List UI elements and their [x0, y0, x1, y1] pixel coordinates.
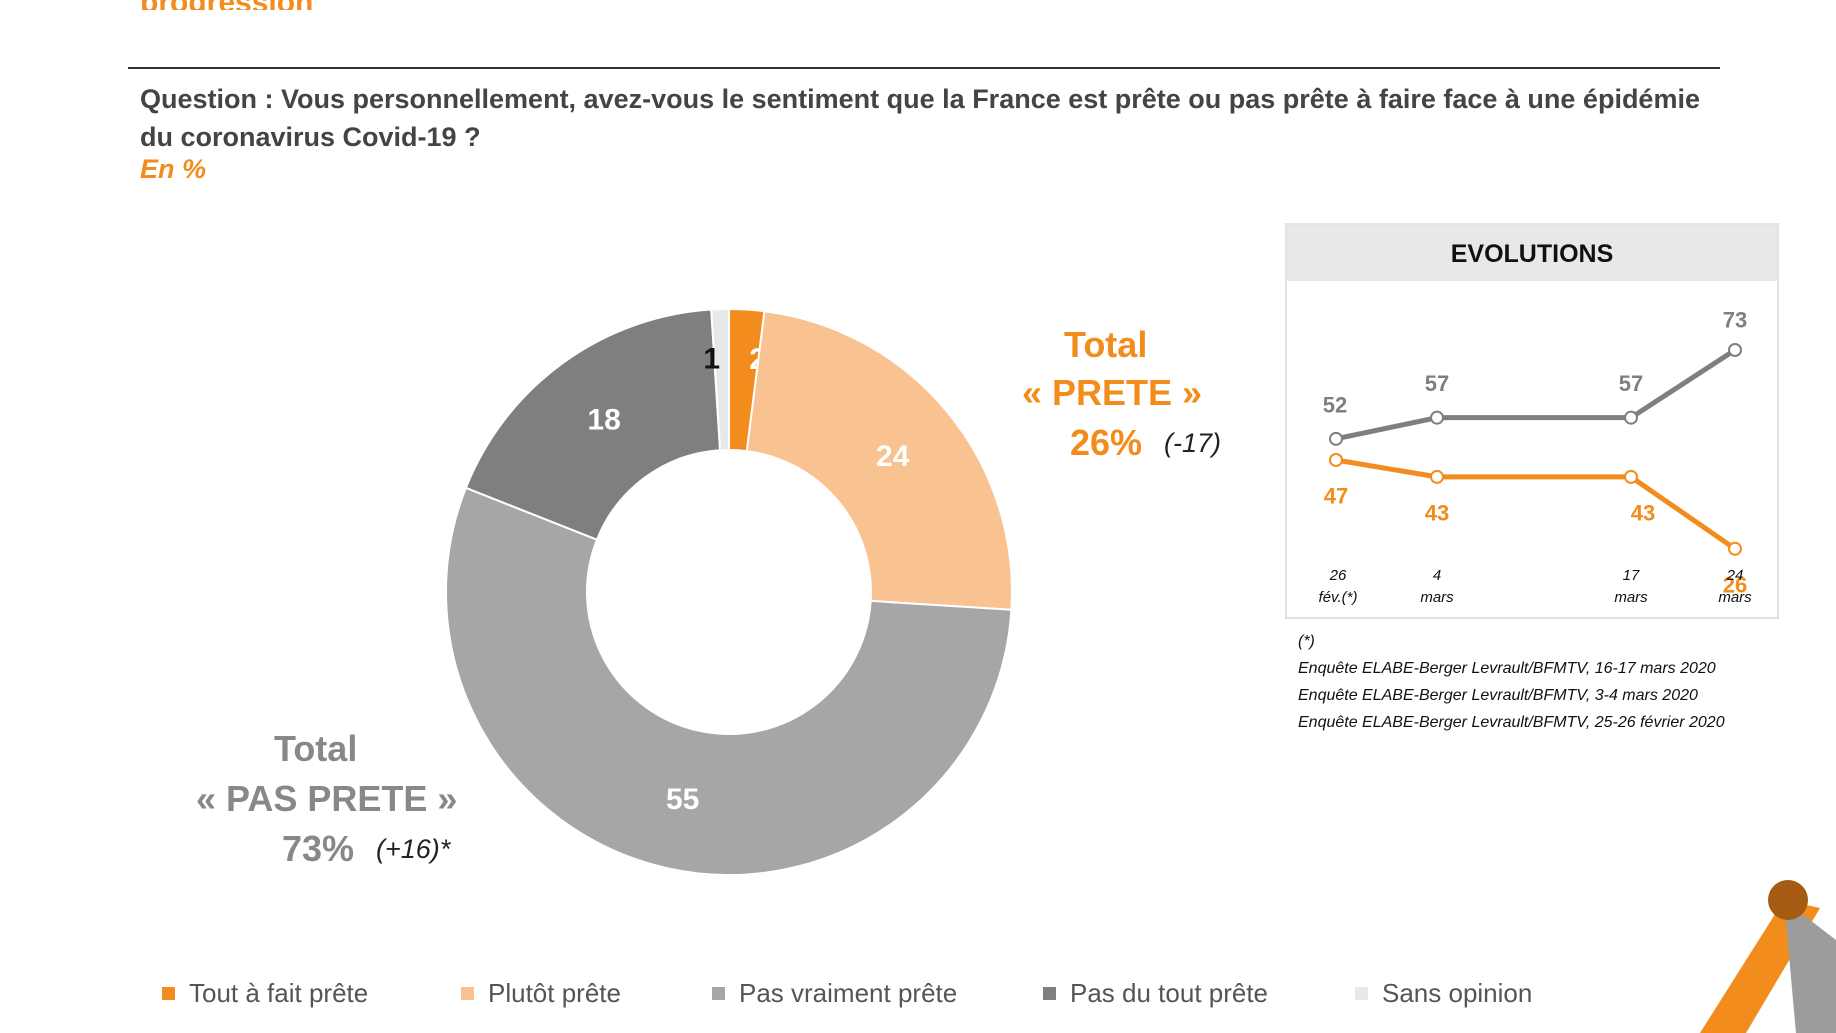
note-asterisk: (*) — [1298, 633, 1315, 650]
legend-swatch — [461, 987, 474, 1000]
evolution-value-label: 43 — [1631, 500, 1655, 525]
legend-item: Plutôt prête — [461, 978, 621, 1009]
note-source-2: Enquête ELABE-Berger Levrault/BFMTV, 3-4… — [1298, 687, 1698, 704]
donut-slice — [745, 310, 1013, 611]
evolution-date-label: 4 — [1433, 567, 1441, 584]
evolution-value-label: 73 — [1723, 308, 1747, 333]
evolution-value-label: 57 — [1425, 371, 1449, 396]
question-text: Question : Vous personnellement, avez-vo… — [140, 84, 1700, 152]
donut-slice — [445, 486, 1013, 876]
legend-swatch — [712, 987, 725, 1000]
evolution-point — [1430, 410, 1444, 425]
evolution-value-label: 47 — [1324, 483, 1348, 508]
evolution-value-label: 52 — [1323, 392, 1347, 417]
evolution-date-label: 17 — [1623, 567, 1640, 584]
total-pas-prete-label: Total — [274, 728, 358, 769]
evolution-series-line — [1335, 347, 1737, 442]
legend-swatch — [1355, 987, 1368, 1000]
legend-label: Pas du tout prête — [1070, 978, 1269, 1008]
evolution-point — [1329, 431, 1343, 446]
evolution-point — [1624, 469, 1638, 484]
evolutions-panel: EVOLUTIONS — [1285, 223, 1779, 619]
legend-label: Pas vraiment prête — [739, 978, 958, 1008]
legend-swatch — [162, 987, 175, 1000]
logo-gray-stroke — [1784, 900, 1836, 1033]
evolution-date-label: mars — [1718, 589, 1752, 606]
legend-item: Tout à fait prête — [162, 978, 368, 1009]
brand-logo — [1700, 880, 1836, 1033]
unit-label: En % — [140, 154, 207, 184]
evolution-series-line — [1335, 457, 1737, 551]
evolutions-line-chart: 52 57 57 73 47 43 43 26 26 fév.(*) 4 mars 17 mars 24 ma… — [1319, 308, 1753, 607]
donut-slice-label: 18 — [587, 404, 620, 437]
donut-slice-label: 24 — [876, 440, 910, 473]
evolution-date-label: 24 — [1726, 567, 1744, 584]
logo-dot — [1768, 880, 1808, 920]
total-pas-prete-title: « PAS PRETE » — [196, 778, 458, 819]
header-rule — [128, 67, 1720, 69]
total-pas-prete-value: 73% — [282, 828, 355, 869]
evolution-date-label: fév.(*) — [1319, 589, 1358, 606]
total-pas-prete-change: (+16)* — [376, 834, 451, 864]
evolution-value-label: 57 — [1619, 371, 1643, 396]
evolution-point — [1728, 343, 1742, 357]
total-prete-label: Total — [1064, 324, 1148, 365]
evolution-point — [1624, 410, 1638, 425]
total-prete-value: 26% — [1070, 422, 1143, 463]
total-prete-change: (-17) — [1164, 428, 1222, 458]
legend-item: Pas vraiment prête — [712, 978, 957, 1009]
legend-swatch — [1043, 987, 1056, 1000]
evolution-point — [1728, 541, 1742, 556]
evolution-date-label: 26 — [1329, 567, 1347, 584]
evolutions-title: EVOLUTIONS — [1450, 240, 1614, 268]
donut-slice-label: 1 — [703, 343, 720, 376]
legend-item: Sans opinion — [1355, 978, 1532, 1009]
evolution-date-label: mars — [1420, 589, 1454, 606]
evolution-point — [1430, 469, 1444, 484]
legend-item: Pas du tout prête — [1043, 978, 1268, 1009]
evolutions-header: EVOLUTIONS — [1287, 225, 1777, 281]
source-notes: (*) Enquête ELABE-Berger Levrault/BFMTV,… — [1298, 628, 1725, 736]
note-source-3: Enquête ELABE-Berger Levrault/BFMTV, 25-… — [1298, 714, 1725, 731]
legend-label: Tout à fait prête — [189, 978, 369, 1008]
donut-slice — [710, 307, 730, 452]
total-prete-title: « PRETE » — [1022, 372, 1203, 413]
evolution-point — [1329, 452, 1343, 467]
legend-label: Plutôt prête — [488, 978, 621, 1008]
evolution-value-label: 43 — [1425, 500, 1449, 525]
evolution-date-label: mars — [1614, 589, 1648, 606]
page-title-cropped: progression — [140, 0, 360, 10]
donut-slice-label: 55 — [666, 783, 699, 816]
legend-label: Sans opinion — [1382, 978, 1533, 1008]
donut-slice — [464, 308, 722, 542]
evolution-value-label: 26 — [1723, 572, 1747, 597]
note-source-1: Enquête ELABE-Berger Levrault/BFMTV, 16-… — [1298, 660, 1716, 677]
chart-legend: Tout à fait prête Plutôt prête Pas vraim… — [0, 978, 1600, 1018]
